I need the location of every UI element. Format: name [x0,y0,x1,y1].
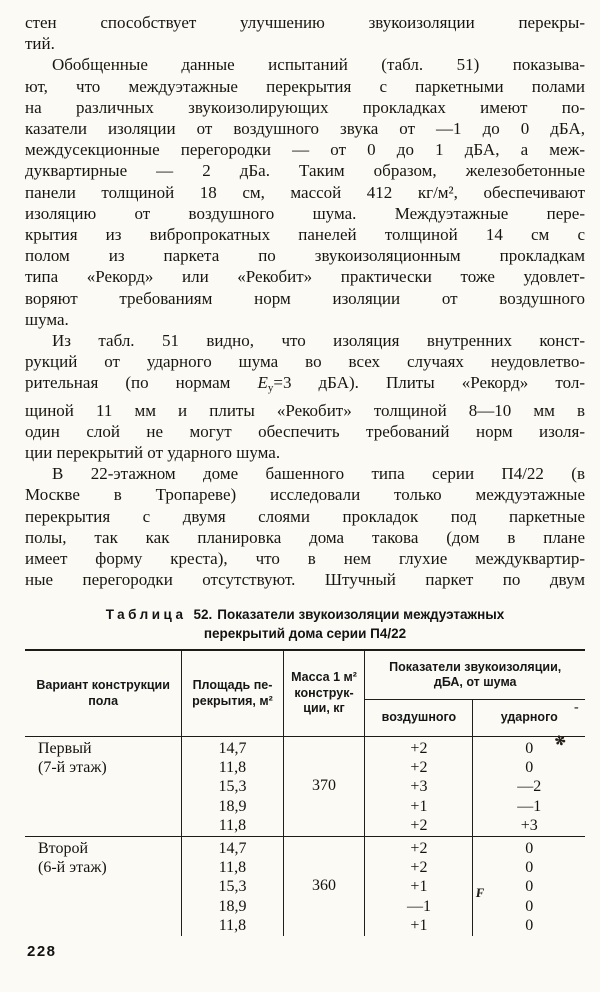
text-line: 11,8 [218,816,247,834]
text-line: типа «Рекорд» или «Рекобит» практически … [25,267,585,287]
sound-insulation-table: Вариант конструкции пола Площадь пе- рек… [25,649,585,937]
cell-mass-1: 370 [283,735,366,837]
header-mass: Масса 1 м² конструк- ции, кг [283,650,366,737]
header-area: Площадь пе- рекрытия, м² [181,650,284,737]
cell-mass-2: 360 [283,836,366,937]
header-impact: ударного [500,710,558,725]
text-line: +3 [410,778,428,796]
text-line: один слой не могут обеспечить требований… [25,421,585,441]
cell-impact-1: 0 0 —2 —1 +3 [472,735,585,837]
text-line: панели толщиной 18 см, массой 412 кг/м²,… [25,182,585,202]
text-line: воряют требованиям норм изоляции от возд… [25,288,585,308]
table-caption: Таблица 52. Показатели звукоизоляции между… [25,605,585,643]
text-line: дуквартирные — 2 дБа. Таким образом, жел… [25,161,585,181]
paragraph-1: стен способствует улучшению звукоизоляци… [25,12,585,54]
table-row-group-2: Второй (6-й этаж) 14,7 11,8 15,3 18,9 11,8 36… [25,836,585,937]
text-line: +2 [410,816,428,834]
cell-airborne-2: +2 +2 +1 —1 +1 [364,836,474,937]
text-line: 0 [525,878,534,896]
text-line: 11,8 [218,859,247,877]
text-line: ные перегородки отсутствуют. Штучный пар… [25,570,585,590]
cell-variant-2: Второй (6-й этаж) [25,836,183,937]
text-line: щиной 11 мм и плиты «Рекобит» толщиной 8… [25,400,585,420]
cell-areas-2: 14,7 11,8 15,3 18,9 11,8 [181,836,284,937]
text-line: +2 [410,859,428,877]
table-caption-title: Показатели звукоизоляции междуэтажных [217,607,505,622]
text-line: 0 [525,740,534,757]
text-line: Второй [38,840,89,858]
table-caption-number: 52. [193,607,213,622]
text-line: +2 [410,840,428,858]
text-line: тий. [25,34,55,54]
text-line: ции перекрытий от ударного шума. [25,443,281,463]
text-line: казатели изоляции от воздушного звука от… [25,119,585,139]
text-line: перекрытия с двумя слоями прокладок под … [25,506,585,526]
paragraph-3: Из табл. 51 видно, что изоляция внутренн… [25,330,585,463]
text-line: В 22-этажном доме башенного типа серии П… [52,464,585,484]
text-line: Москве в Тропареве) исследовали только м… [25,485,585,505]
cell-airborne-1: +2 +2 +3 +1 +2 [364,735,474,837]
text-line: 15,3 [218,778,247,796]
formula-post-text: =3 дБА). Плиты «Рекорд» тол- [273,373,585,393]
text-line: —2 [517,778,542,796]
text-line: междусекционные перегородки — от 0 до 1 … [25,140,585,160]
text-line: 0 [525,759,534,777]
paragraph-4: В 22-этажном доме башенного типа серии П… [25,463,585,590]
text-line: на различных звукоизолирующих прокладках… [25,97,585,117]
text-line: (6-й этаж) [38,859,107,877]
text-line: Из табл. 51 видно, что изоляция внутренн… [52,331,585,351]
text-line: крытия из вибропрокатных панелей толщино… [25,225,585,245]
text-line: —1 [517,797,542,815]
text-line: стен способствует улучшению звукоизоляци… [25,13,585,32]
header-floor-variant: Вариант конструкции пола [25,650,183,737]
paragraph-2: Обобщенные данные испытаний (табл. 51) п… [25,54,585,330]
text-line: 0 [525,840,534,858]
text-line: 11,8 [218,916,247,934]
text-line: 18,9 [218,797,247,815]
formula-pre-text: рительная (по нормам [25,373,258,393]
text-line: полом из паркета по звукоизоляционным пр… [25,246,585,266]
ink-mark: - [574,700,579,715]
text-line-with-formula: рительная (по нормам Eу=3 дБА). Плиты «Р… [25,372,585,399]
table-row-group-1: Первый (7-й этаж) 14,7 11,8 15,3 18,9 11,8 37… [25,735,585,837]
table-caption-line-2: перекрытий дома серии П4/22 [203,626,407,641]
text-line: Обобщенные данные испытаний (табл. 51) п… [52,55,585,75]
header-airborne: воздушного [364,699,474,737]
text-line: 0 [525,897,534,915]
text-line: изоляцию от воздушного шума. Междуэтажны… [25,203,585,223]
text-line: +1 [410,797,428,815]
formula-variable-E: E [257,373,268,393]
table-caption-line-1: Таблица 52. Показатели звукоизоляции между… [25,605,585,624]
text-line: 0 [525,859,534,877]
text-line: Первый [38,740,92,757]
body-text: стен способствует улучшению звукоизоляци… [25,12,585,590]
table-caption-label: Таблица [105,607,187,622]
text-line: +3 [520,816,538,834]
text-line: (7-й этаж) [38,759,107,777]
text-line: рукций от ударного шума во всех случаях … [25,352,585,372]
text-line: +2 [410,759,428,777]
text-line: 18,9 [218,897,247,915]
text-line: ют, что междуэтажные перекрытия с паркет… [25,76,585,96]
text-line: полы, так как планировка дома такова (до… [25,527,585,547]
text-line: имеет форму креста), что в нем глухие ме… [25,549,585,569]
text-line: +1 [410,878,428,896]
header-insulation-group: Показатели звукоизоляции, дБА, от шума [364,650,585,700]
page-number: 228 [27,943,57,960]
formula-subscript: у [267,382,274,395]
text-line: 14,7 [218,840,247,858]
cell-areas-1: 14,7 11,8 15,3 18,9 11,8 [181,735,284,837]
text-line: 15,3 [218,878,247,896]
cell-variant-1: Первый (7-й этаж) [25,735,183,837]
text-line: шума. [25,309,69,329]
text-line: —1 [406,897,431,915]
text-line: 11,8 [218,759,247,777]
text-line: +2 [410,740,428,757]
text-line: 14,7 [218,740,247,757]
text-line: 0 [525,916,534,934]
text-line: +1 [410,916,428,934]
